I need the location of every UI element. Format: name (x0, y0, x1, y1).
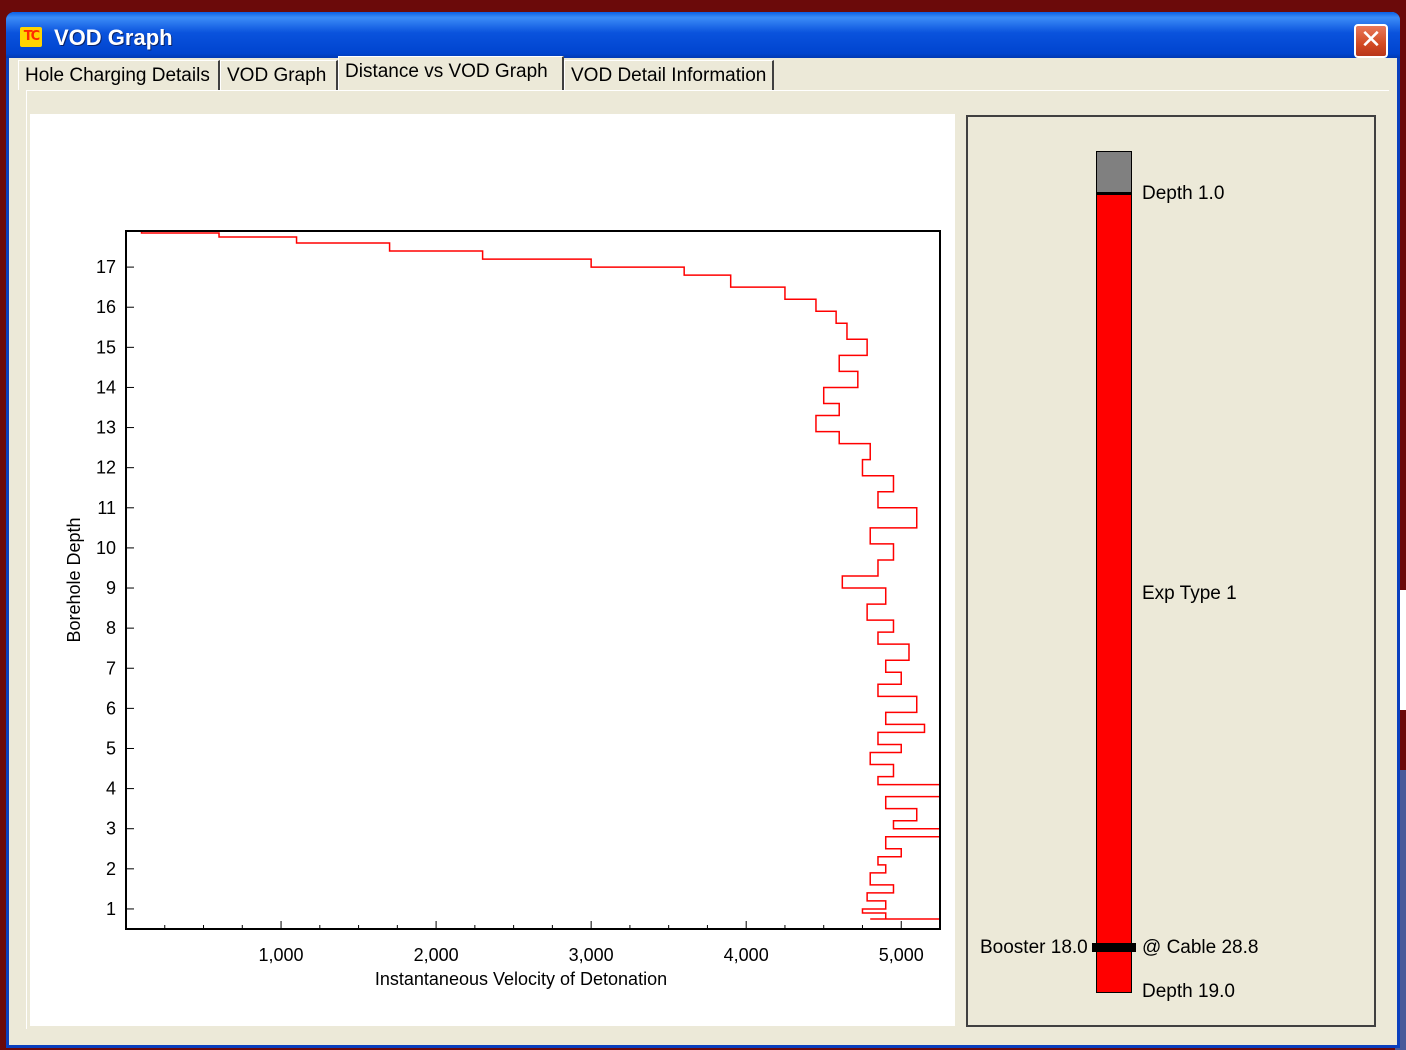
cable-label: @ Cable 28.8 (1142, 937, 1259, 958)
tab-content-panel (26, 90, 1389, 1029)
y-tick-label: 14 (96, 377, 116, 397)
tab-vod-detail-information[interactable]: VOD Detail Information (564, 60, 774, 90)
tab-vod-graph[interactable]: VOD Graph (220, 60, 338, 90)
y-tick-label: 17 (96, 257, 116, 277)
window-title: VOD Graph (54, 25, 173, 50)
tab-hole-charging-details[interactable]: Hole Charging Details (18, 60, 220, 90)
y-tick-label: 15 (96, 337, 116, 357)
y-tick-label: 2 (106, 859, 116, 879)
background-strip (1395, 770, 1406, 1050)
tab-distance-vs-vod-graph[interactable]: Distance vs VOD Graph (338, 56, 564, 90)
explosive-segment (1096, 193, 1132, 993)
booster-label: Booster 18.0 (980, 937, 1088, 958)
close-button[interactable]: ✕ (1354, 24, 1388, 58)
y-tick-label: 8 (106, 618, 116, 638)
y-tick-label: 4 (106, 779, 116, 799)
chart-area: 1,000 2,000 3,000 4,000 5,000 1 2 3 4 5 6 7 8 9 10 11 12… (30, 114, 955, 1026)
y-tick-label: 10 (96, 538, 116, 558)
x-tick-label: 3,000 (569, 945, 614, 965)
plot-frame (125, 230, 941, 930)
booster-marker (1092, 943, 1136, 952)
hole-column-panel: Depth 1.0 Exp Type 1 Booster 18.0 @ Cabl… (966, 115, 1376, 1027)
x-tick-label: 2,000 (414, 945, 459, 965)
explosive-type-label: Exp Type 1 (1142, 583, 1237, 604)
bottom-depth-label: Depth 19.0 (1142, 981, 1235, 1002)
title-bar[interactable]: TC VOD Graph ✕ (6, 12, 1400, 58)
y-tick-label: 9 (106, 578, 116, 598)
y-tick-label: 11 (97, 498, 116, 518)
y-tick-label: 1 (106, 899, 116, 919)
y-tick-label: 16 (96, 297, 116, 317)
y-tick-label: 3 (106, 819, 116, 839)
x-tick-label: 1,000 (259, 945, 304, 965)
top-depth-label: Depth 1.0 (1142, 183, 1225, 204)
x-tick-label: 5,000 (879, 945, 924, 965)
y-tick-label: 12 (96, 458, 116, 478)
distance-vs-vod-chart: 1,000 2,000 3,000 4,000 5,000123456789101112… (64, 230, 941, 989)
stemming-segment (1096, 151, 1132, 193)
x-tick-label: 4,000 (724, 945, 769, 965)
x-axis-label: Instantaneous Velocity of Detonation (375, 969, 667, 989)
y-tick-label: 7 (106, 658, 116, 678)
y-tick-label: 5 (106, 738, 116, 758)
y-tick-label: 6 (106, 698, 116, 718)
app-logo-icon: TC (20, 27, 42, 47)
background-strip (1395, 590, 1406, 710)
y-tick-label: 13 (96, 418, 116, 438)
vod-series-line (140, 231, 941, 920)
y-axis-label: Borehole Depth (64, 517, 84, 642)
